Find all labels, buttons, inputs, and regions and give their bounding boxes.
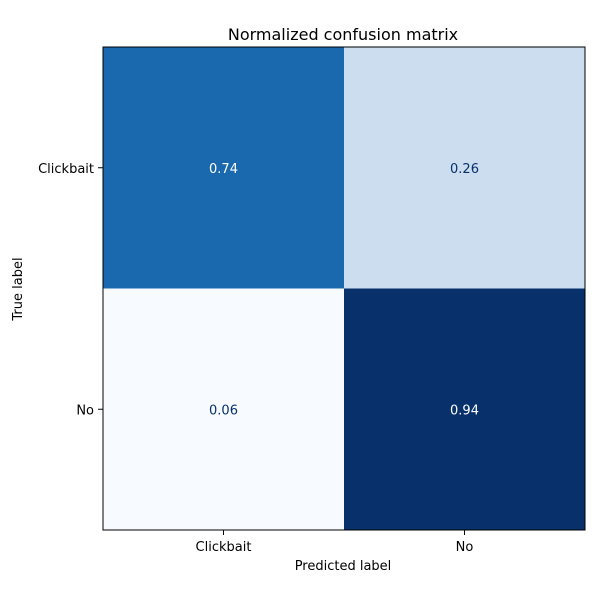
cell-value-label-r1-c1: 0.94 — [450, 403, 479, 418]
y-axis-label: True label — [11, 257, 26, 321]
chart-title: Normalized confusion matrix — [228, 25, 458, 44]
cell-value-label-r0-c1: 0.26 — [450, 162, 479, 177]
matrix-cell-r1-c0 — [103, 288, 345, 531]
matrix-cell-r0-c0 — [103, 47, 345, 289]
x-axis-label: Predicted label — [295, 559, 392, 574]
cell-value-label-r1-c0: 0.06 — [209, 403, 238, 418]
matrix-cell-r1-c1 — [344, 288, 586, 531]
y-axis-ticks: Clickbait No — [38, 162, 103, 418]
x-tick-label: Clickbait — [196, 540, 252, 555]
x-axis-ticks: Clickbait No — [196, 530, 474, 555]
y-tick-label: No — [76, 403, 94, 418]
matrix-cell-labels: 0.74 0.26 0.06 0.94 — [209, 162, 479, 419]
matrix-cell-r0-c1 — [344, 47, 586, 289]
cell-value-label-r0-c0: 0.74 — [209, 162, 238, 177]
plot-frame — [102, 46, 586, 531]
matrix-cells — [103, 47, 586, 531]
y-tick-label: Clickbait — [38, 162, 94, 177]
x-tick-label: No — [456, 540, 474, 555]
